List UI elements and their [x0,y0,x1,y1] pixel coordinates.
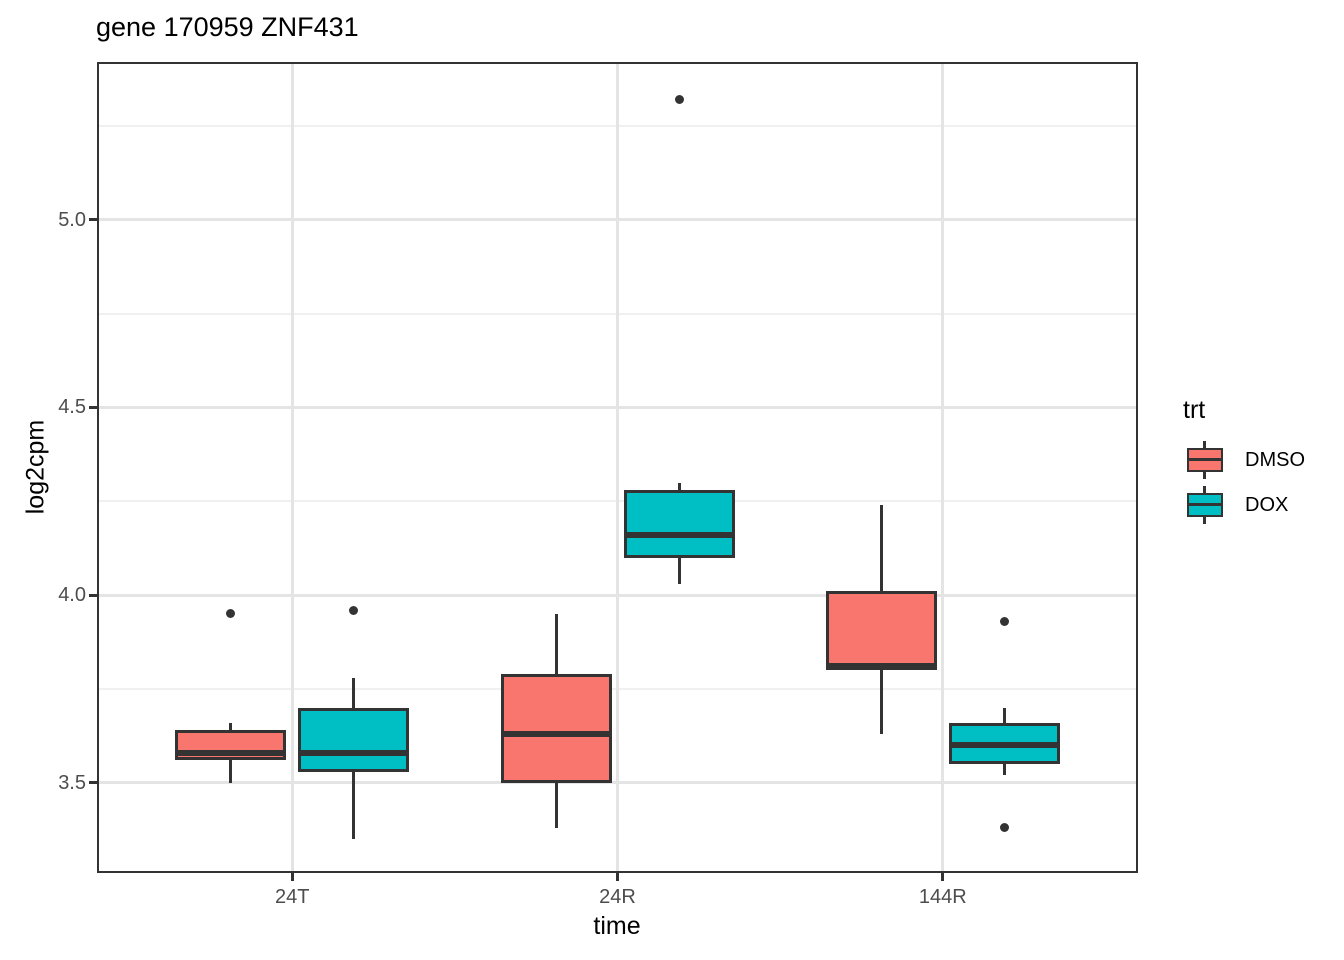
outlier-point [999,823,1009,833]
gridline-category [290,62,294,873]
y-tick-mark [89,781,97,785]
outlier-point [349,605,359,615]
legend-key-median [1187,458,1223,461]
box-dox-24T [298,707,410,772]
whisker-lower [554,782,558,828]
y-tick-mark [89,405,97,409]
whisker-lower [229,760,233,783]
median-line [178,749,284,756]
whisker-upper [1002,707,1006,723]
median-line [626,532,732,539]
legend-item-label: DMSO [1245,448,1305,471]
legend-key-boxplot-icon [1187,441,1223,479]
x-tick-mark [616,873,619,881]
median-line [828,663,934,670]
whisker-upper [677,482,681,491]
y-tick-mark [89,593,97,597]
median-line [951,742,1057,749]
legend-items: DMSO DOX [1187,441,1305,524]
whisker-lower [677,557,681,584]
x-tick-label: 24T [274,886,310,908]
legend: trt DMSO DOX [1170,396,1305,524]
chart-title: gene 170959 ZNF431 [96,12,359,42]
whisker-lower [879,670,883,735]
outlier-point [226,609,236,619]
y-tick-mark [89,218,97,222]
x-tick-label: 24R [599,886,636,908]
x-tick-mark [290,873,294,881]
legend-title: trt [1183,396,1206,424]
y-tick-label: 4.0 [58,584,86,607]
gridline-category [941,62,945,873]
median-line [503,731,609,738]
outlier-point [999,616,1009,626]
median-line [301,749,407,756]
legend-key-boxplot-icon [1187,486,1223,524]
box-dmso-144R [825,591,937,671]
legend-item-dox: DOX [1187,486,1305,524]
plot-panel [97,62,1138,873]
whisker-upper [229,722,233,731]
legend-key-median [1187,503,1223,506]
whisker-lower [352,771,356,840]
whisker-upper [352,677,356,708]
x-tick-mark [941,873,945,881]
box-dox-24R [623,490,735,558]
y-axis-title-text: log2cpm [21,419,50,515]
whisker-upper [554,613,558,674]
x-tick-label: 144R [918,886,967,908]
y-tick-label: 3.5 [58,771,86,794]
y-tick-label: 4.5 [58,396,86,419]
outlier-point [674,95,684,105]
legend-item-dmso: DMSO [1187,441,1305,479]
y-tick-label: 5.0 [58,208,86,231]
whisker-upper [879,505,883,592]
box-dmso-24R [500,674,612,783]
whisker-lower [1002,764,1006,776]
x-axis-title: time [593,912,641,940]
legend-item-label: DOX [1245,493,1289,516]
gridline-category [616,62,619,873]
